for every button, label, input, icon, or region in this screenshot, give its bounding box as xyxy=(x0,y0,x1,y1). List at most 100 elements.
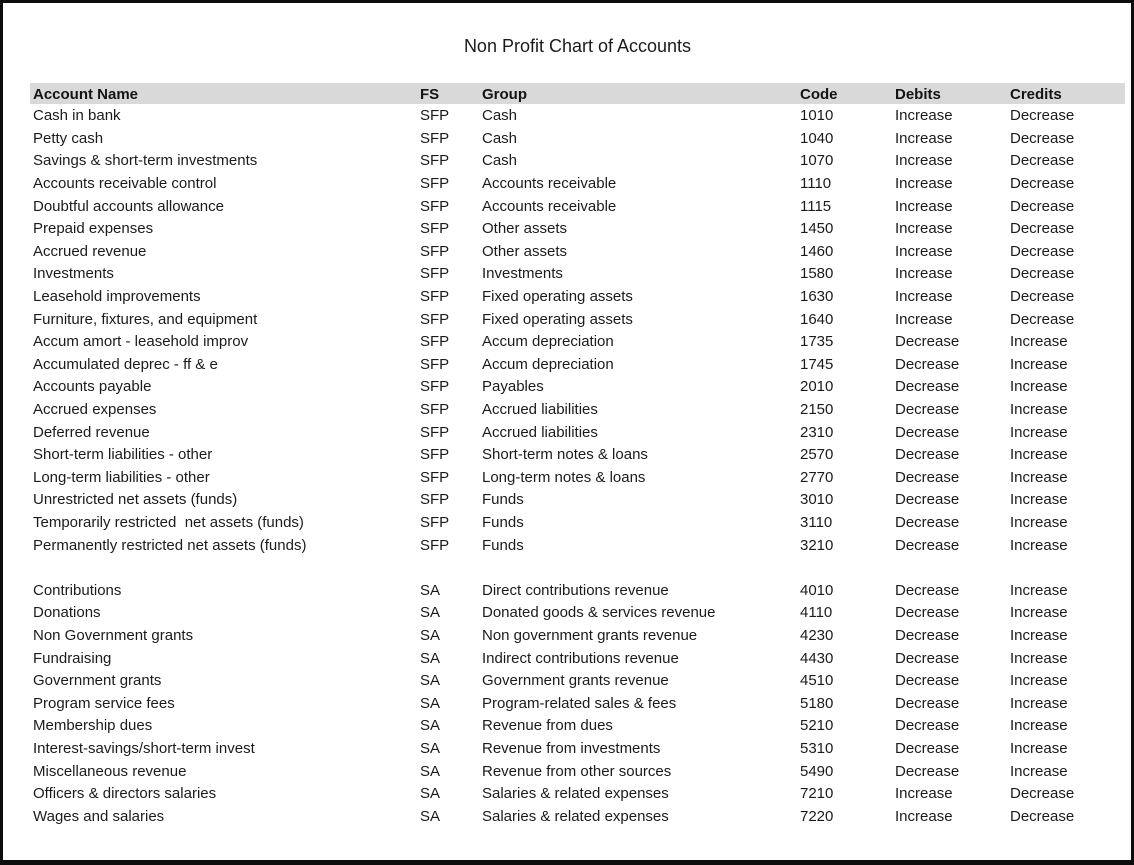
cell-code: 7220 xyxy=(800,807,834,824)
cell-fs: SFP xyxy=(420,175,450,192)
cell-fs: SA xyxy=(420,762,441,779)
cell-fs: SA xyxy=(420,672,441,689)
cell-account-name: Investments xyxy=(33,265,114,282)
cell-group: Salaries & related expenses xyxy=(482,807,669,824)
cell-group: Revenue from dues xyxy=(482,717,613,734)
cell-debits: Decrease xyxy=(895,355,960,372)
cell-fs: SFP xyxy=(420,423,450,440)
cell-account-name: Leasehold improvements xyxy=(33,288,201,305)
cell-fs: SFP xyxy=(420,310,450,327)
table-body: Cash in bank SFP Cash 1010 Increase Decrease P… xyxy=(30,104,1125,827)
table-header-row: Account Name FS Group Code Debits Credit… xyxy=(30,83,1125,104)
cell-debits: Decrease xyxy=(895,672,960,689)
table-row: Miscellaneous revenue SA Revenue from othe… xyxy=(30,759,1125,782)
cell-fs: SFP xyxy=(420,536,450,553)
cell-fs: SFP xyxy=(420,333,450,350)
cell-debits: Increase xyxy=(895,288,953,305)
cell-fs: SA xyxy=(420,739,441,756)
cell-group: Fixed operating assets xyxy=(482,310,633,327)
column-header-group: Group xyxy=(482,85,527,102)
cell-debits: Increase xyxy=(895,785,953,802)
cell-credits: Decrease xyxy=(1010,175,1075,192)
cell-group: Accounts receivable xyxy=(482,175,617,192)
cell-debits: Increase xyxy=(895,265,953,282)
cell-debits: Decrease xyxy=(895,581,960,598)
cell-debits: Decrease xyxy=(895,333,960,350)
table-row: Prepaid expenses SFP Other assets 1450 Incre… xyxy=(30,217,1125,240)
cell-credits: Decrease xyxy=(1010,288,1075,305)
cell-account-name: Fundraising xyxy=(33,649,112,666)
cell-credits: Increase xyxy=(1010,491,1068,508)
cell-debits: Decrease xyxy=(895,536,960,553)
cell-account-name: Wages and salaries xyxy=(33,807,165,824)
table-row: Accrued expenses SFP Accrued liabilities 21… xyxy=(30,398,1125,421)
table-row: Accum amort - leasehold improv SFP Accum d… xyxy=(30,330,1125,353)
cell-credits: Increase xyxy=(1010,626,1068,643)
table-row: Petty cash SFP Cash 1040 Increase Decrease xyxy=(30,127,1125,150)
cell-account-name: Membership dues xyxy=(33,717,153,734)
cell-group: Accum depreciation xyxy=(482,355,614,372)
cell-account-name: Prepaid expenses xyxy=(33,220,154,237)
cell-credits: Increase xyxy=(1010,694,1068,711)
cell-credits: Increase xyxy=(1010,717,1068,734)
table-row: Donations SA Donated goods & services reve… xyxy=(30,601,1125,624)
cell-code: 1010 xyxy=(800,107,834,124)
cell-code: 5180 xyxy=(800,694,834,711)
cell-group: Government grants revenue xyxy=(482,672,669,689)
cell-group: Cash xyxy=(482,107,518,124)
cell-code: 1450 xyxy=(800,220,834,237)
cell-account-name: Accounts receivable control xyxy=(33,175,217,192)
cell-account-name: Petty cash xyxy=(33,129,104,146)
cell-account-name: Program service fees xyxy=(33,694,175,711)
table-row: Accounts receivable control SFP Accounts r… xyxy=(30,172,1125,195)
cell-credits: Increase xyxy=(1010,423,1068,440)
cell-fs: SFP xyxy=(420,220,450,237)
cell-debits: Decrease xyxy=(895,717,960,734)
table-row: Savings & short-term investments SFP Cash 1… xyxy=(30,149,1125,172)
cell-credits: Decrease xyxy=(1010,265,1075,282)
table-row: Doubtful accounts allowance SFP Accounts r… xyxy=(30,194,1125,217)
cell-group: Funds xyxy=(482,536,524,553)
table-row: Program service fees SA Program-related sa… xyxy=(30,691,1125,714)
cell-code: 1580 xyxy=(800,265,834,282)
cell-credits: Increase xyxy=(1010,581,1068,598)
cell-code: 1040 xyxy=(800,129,834,146)
table-row: Leasehold improvements SFP Fixed operating… xyxy=(30,285,1125,308)
cell-fs: SA xyxy=(420,581,441,598)
cell-debits: Increase xyxy=(895,310,953,327)
cell-debits: Increase xyxy=(895,220,953,237)
cell-fs: SFP xyxy=(420,468,450,485)
cell-account-name: Permanently restricted net assets (funds… xyxy=(33,536,307,553)
column-header-fs: FS xyxy=(420,85,440,102)
table-row: Interest-savings/short-term invest SA Reve… xyxy=(30,737,1125,760)
cell-credits: Increase xyxy=(1010,762,1068,779)
table-row: Accumulated deprec - ff & e SFP Accum depr… xyxy=(30,353,1125,376)
cell-debits: Increase xyxy=(895,152,953,169)
table-row: Short-term liabilities - other SFP Short-t… xyxy=(30,443,1125,466)
cell-fs: SFP xyxy=(420,129,450,146)
cell-group: Cash xyxy=(482,129,518,146)
cell-credits: Increase xyxy=(1010,672,1068,689)
cell-debits: Decrease xyxy=(895,694,960,711)
cell-account-name: Deferred revenue xyxy=(33,423,150,440)
table-row: Temporarily restricted net assets (funds… xyxy=(30,511,1125,534)
cell-account-name: Miscellaneous revenue xyxy=(33,762,187,779)
cell-fs: SFP xyxy=(420,378,450,395)
cell-account-name: Accounts payable xyxy=(33,378,152,395)
cell-debits: Decrease xyxy=(895,378,960,395)
cell-fs: SFP xyxy=(420,242,450,259)
table-row: Non Government grants SA Non government gr… xyxy=(30,624,1125,647)
cell-code: 2570 xyxy=(800,446,834,463)
cell-group: Accum depreciation xyxy=(482,333,614,350)
table-row: Long-term liabilities - other SFP Long-ter… xyxy=(30,466,1125,489)
cell-code: 4010 xyxy=(800,581,834,598)
cell-group: Salaries & related expenses xyxy=(482,785,669,802)
cell-credits: Increase xyxy=(1010,446,1068,463)
cell-credits: Decrease xyxy=(1010,107,1075,124)
cell-account-name: Accrued revenue xyxy=(33,242,147,259)
cell-group: Donated goods & services revenue xyxy=(482,604,716,621)
table-row: Wages and salaries SA Salaries & related e… xyxy=(30,804,1125,827)
cell-fs: SA xyxy=(420,649,441,666)
cell-group: Cash xyxy=(482,152,518,169)
cell-debits: Increase xyxy=(895,197,953,214)
